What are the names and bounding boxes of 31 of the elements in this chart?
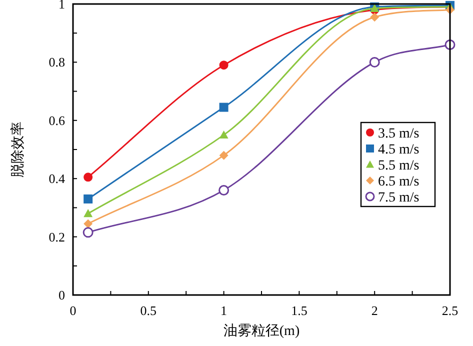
x-tick-label: 0.5 xyxy=(140,303,157,318)
x-tick-label: 0 xyxy=(70,303,76,318)
legend-label: 7.5 m/s xyxy=(378,190,420,206)
y-tick-label: 0 xyxy=(58,288,65,302)
point xyxy=(218,184,230,196)
y-axis-title: 脱除效率 xyxy=(10,122,26,178)
y-tick-label: 0.2 xyxy=(48,229,65,244)
y-tick-label: 1 xyxy=(58,0,65,12)
point xyxy=(84,219,93,228)
legend-label: 4.5 m/s xyxy=(378,142,420,158)
x-axis-title: 油雾粒径(m) xyxy=(223,323,300,339)
x-tick-label: 1 xyxy=(220,303,228,318)
legend-label: 5.5 m/s xyxy=(378,158,420,174)
legend-label: 6.5 m/s xyxy=(378,174,420,190)
x-tick-label: 2.5 xyxy=(442,303,458,318)
x-tick-label: 1.5 xyxy=(291,303,308,318)
y-tick-label: 0.6 xyxy=(48,112,66,128)
x-tick-label: 2 xyxy=(371,303,378,318)
point xyxy=(219,60,228,70)
y-tick-label: 0.8 xyxy=(48,54,65,70)
legend-label: 3.5 m/s xyxy=(378,126,420,142)
point xyxy=(219,130,228,139)
point xyxy=(369,56,380,68)
y-tick-label: 0.4 xyxy=(48,171,66,186)
point xyxy=(370,12,380,22)
point xyxy=(82,227,94,238)
point xyxy=(84,172,93,182)
point xyxy=(84,209,93,218)
point xyxy=(84,194,93,204)
point xyxy=(219,150,228,160)
point xyxy=(219,102,228,112)
